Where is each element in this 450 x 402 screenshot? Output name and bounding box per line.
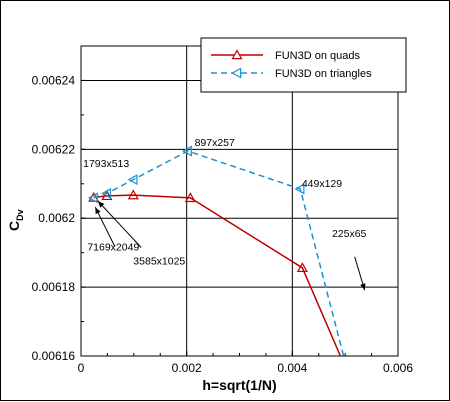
- annotation-label: 1793x513: [83, 158, 129, 170]
- annotation-arrow: [94, 206, 116, 247]
- x-tick-label: 0.006: [383, 361, 413, 375]
- y-axis-label-main: C: [6, 221, 22, 231]
- y-tick-label: 0.00624: [32, 73, 76, 87]
- y-axis-label-subscript: Dv: [15, 209, 25, 221]
- x-axis-label: h=sqrt(1/N): [202, 377, 276, 393]
- y-tick-label: 0.00618: [32, 280, 76, 294]
- x-tick-label: 0.002: [172, 361, 202, 375]
- data-point-marker: [127, 189, 139, 200]
- annotation-arrow: [97, 200, 142, 248]
- y-tick-label: 0.00622: [32, 142, 76, 156]
- annotation-label: 897x257: [195, 137, 235, 149]
- annotation-label: 449x129: [302, 178, 342, 190]
- legend: FUN3D on quads FUN3D on triangles: [200, 37, 407, 93]
- data-point-marker: [294, 183, 305, 195]
- data-point-marker: [87, 192, 98, 204]
- data-point-marker: [101, 190, 113, 201]
- annotations: 897x257 1793x513 449x129 225x65 7169x2049 358…: [83, 137, 367, 291]
- data-point-marker: [181, 145, 192, 157]
- legend-entry-label: FUN3D on triangles: [275, 68, 372, 80]
- axis-ticks: 0 0.002 0.004 0.006 0.00616 0.00618 0.0062 0.00…: [32, 45, 413, 375]
- legend-marker: [231, 49, 243, 60]
- data-point-marker: [296, 262, 308, 273]
- data-point-marker: [127, 174, 138, 186]
- y-axis-label: CDv: [6, 209, 25, 231]
- y-tick-label: 0.00616: [32, 349, 76, 363]
- annotation-label: 7169x2049: [87, 242, 139, 254]
- x-tick-label: 0.004: [277, 361, 307, 375]
- annotation-arrowhead: [95, 207, 101, 215]
- annotation-label: 3585x1025: [133, 256, 185, 268]
- svg-text:CDv: CDv: [6, 209, 25, 231]
- series-line: [93, 194, 342, 356]
- annotation-label: 225x65: [332, 228, 367, 240]
- legend-marker: [231, 67, 242, 79]
- annotation-arrowhead: [97, 201, 105, 208]
- series-1: [88, 189, 342, 356]
- annotation-arrowhead: [360, 283, 366, 291]
- series-2: [87, 145, 345, 356]
- y-tick-label: 0.0062: [38, 211, 75, 225]
- data-point-marker: [184, 192, 196, 203]
- series-layer: [87, 145, 345, 356]
- legend-box: [200, 37, 407, 93]
- legend-entry-label: FUN3D on quads: [275, 50, 360, 62]
- x-tick-label: 0: [78, 361, 85, 375]
- data-point-marker: [101, 187, 112, 199]
